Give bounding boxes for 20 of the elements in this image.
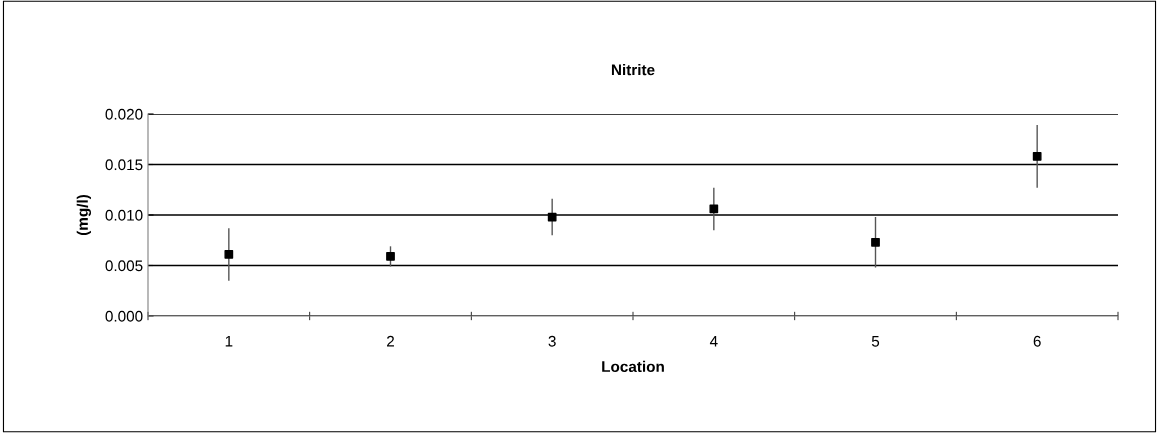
- y-axis-title: (mg/l): [76, 194, 92, 236]
- x-tick-label: 4: [709, 336, 718, 347]
- x-tick-label: 3: [548, 335, 556, 347]
- x-tick-label: 6: [1033, 335, 1041, 347]
- y-tick-label: 0.005: [105, 260, 143, 272]
- point: [386, 252, 395, 261]
- point: [709, 204, 719, 214]
- y-tick-label: 0.020: [105, 108, 143, 120]
- point: [1032, 152, 1042, 161]
- x-axis-title: Location: [602, 360, 664, 373]
- point: [224, 250, 234, 259]
- x-tick-label: 2: [387, 335, 394, 347]
- y-tick-label: 0.010: [105, 209, 143, 221]
- x-tick-label: 5: [871, 336, 880, 347]
- point: [547, 212, 557, 222]
- y-tick-label: 0.015: [105, 159, 143, 171]
- y-tick-label: 0.000: [105, 310, 143, 322]
- x-tick-label: 1: [225, 336, 233, 347]
- point: [871, 237, 880, 247]
- chart-title: Nitrite: [611, 64, 655, 76]
